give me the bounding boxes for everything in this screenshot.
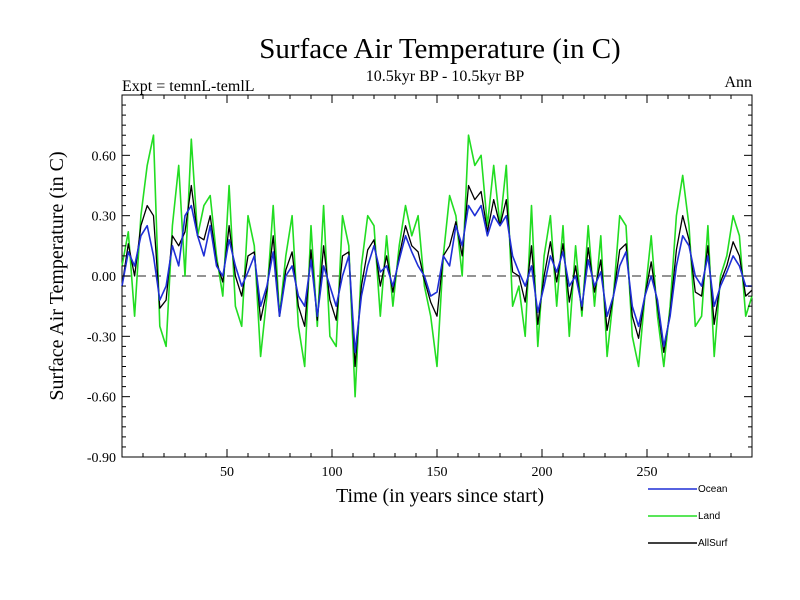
x-tick-label: 50 [220, 465, 234, 480]
y-tick-label: -0.90 [87, 451, 116, 466]
x-tick-label: 150 [427, 465, 448, 480]
x-axis-label: Time (in years since start) [336, 485, 544, 507]
y-tick-label: -0.30 [87, 330, 116, 345]
x-tick-label: 250 [637, 465, 658, 480]
plot-area [121, 134, 753, 398]
x-tick-label: 100 [322, 465, 343, 480]
x-tick-label: 200 [532, 465, 553, 480]
legend-label-land: Land [698, 511, 720, 522]
legend-label-allsurf: AllSurf [698, 538, 728, 549]
chart-subtitle: 10.5kyr BP - 10.5kyr BP [366, 68, 525, 85]
series-line-ocean [121, 204, 752, 354]
chart-title: Surface Air Temperature (in C) [259, 33, 620, 65]
y-tick-label: 0.30 [92, 210, 117, 225]
series-line-allsurf [121, 184, 753, 368]
y-axis-label: Surface Air Temperature (in C) [46, 151, 68, 400]
expt-label: Expt = temnL-temlL [122, 78, 255, 95]
season-label: Ann [724, 74, 752, 91]
y-tick-label: 0.60 [92, 149, 117, 164]
legend: Ocean Land AllSurf [648, 484, 728, 549]
legend-label-ocean: Ocean [698, 484, 727, 495]
y-tick-label: 0.00 [92, 270, 117, 285]
y-tick-label: -0.60 [87, 391, 116, 406]
axis-ticks: 50 100 150 200 250 -0.90 -0.60 -0.30 0.00 0.30 0.6… [87, 94, 752, 480]
series-line-land [121, 134, 753, 398]
